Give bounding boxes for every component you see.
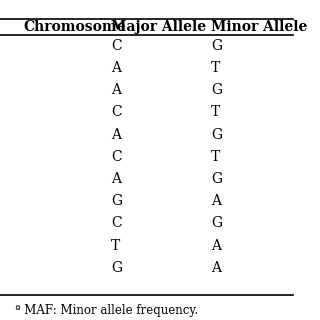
Text: C: C — [111, 150, 122, 164]
Text: ª MAF: Minor allele frequency.: ª MAF: Minor allele frequency. — [15, 304, 198, 317]
Text: A: A — [111, 128, 121, 142]
Text: C: C — [111, 216, 122, 230]
Text: G: G — [211, 172, 222, 186]
Text: G: G — [211, 128, 222, 142]
Text: A: A — [111, 172, 121, 186]
Text: G: G — [211, 83, 222, 97]
Text: T: T — [111, 239, 121, 252]
Text: G: G — [111, 261, 123, 275]
Text: Chromosome: Chromosome — [23, 20, 126, 34]
Text: A: A — [111, 83, 121, 97]
Text: T: T — [211, 106, 220, 119]
Text: C: C — [111, 39, 122, 53]
Text: Major Allele: Major Allele — [111, 20, 206, 34]
Text: A: A — [111, 61, 121, 75]
Text: G: G — [211, 216, 222, 230]
Text: G: G — [211, 39, 222, 53]
Text: A: A — [211, 239, 221, 252]
Text: C: C — [111, 106, 122, 119]
Text: T: T — [211, 150, 220, 164]
Text: G: G — [111, 194, 123, 208]
Text: A: A — [211, 261, 221, 275]
Text: Minor Allele: Minor Allele — [211, 20, 308, 34]
Text: A: A — [211, 194, 221, 208]
Text: T: T — [211, 61, 220, 75]
